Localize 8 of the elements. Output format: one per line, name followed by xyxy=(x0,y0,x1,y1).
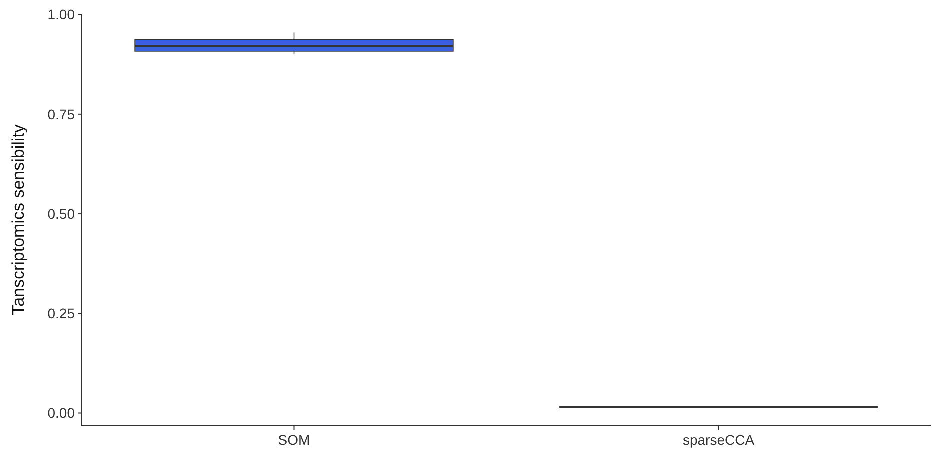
y-tick-label: 0.50 xyxy=(48,206,76,222)
x-tick-label: sparseCCA xyxy=(682,432,756,448)
y-tick-label: 1.00 xyxy=(48,6,76,23)
y-axis-title: Tanscriptomics sensibility xyxy=(9,124,28,316)
y-tick-label: 0.25 xyxy=(48,306,76,322)
y-tick-label: 0.00 xyxy=(48,405,76,422)
x-tick-label: SOM xyxy=(278,432,310,448)
y-tick-label: 0.75 xyxy=(48,106,76,122)
